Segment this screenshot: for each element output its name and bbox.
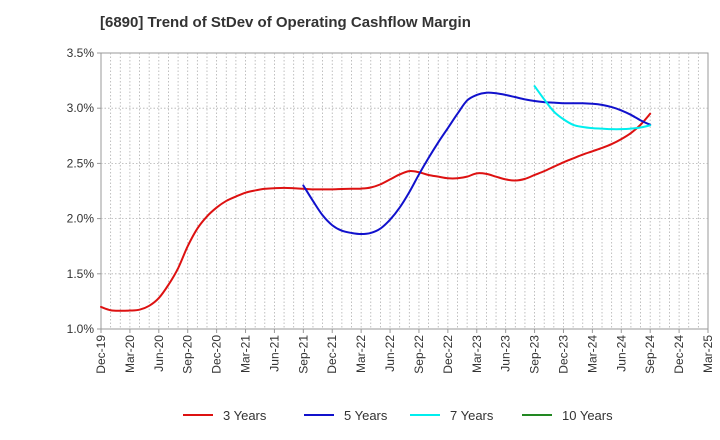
x-tick-label: Sep-24	[643, 335, 657, 374]
x-tick-label: Dec-24	[672, 335, 686, 374]
y-tick-label: 1.0%	[67, 322, 95, 336]
x-tick-label: Mar-25	[701, 335, 715, 373]
y-tick-label: 3.0%	[67, 101, 95, 115]
y-tick-label: 2.5%	[67, 156, 95, 170]
legend-label: 10 Years	[562, 408, 613, 423]
x-tick-label: Mar-22	[354, 335, 368, 373]
chart-title: [6890] Trend of StDev of Operating Cashf…	[100, 14, 471, 31]
x-tick-label: Sep-23	[528, 335, 542, 374]
x-tick-label: Dec-20	[210, 335, 224, 374]
legend-label: 5 Years	[344, 408, 388, 423]
legend-label: 7 Years	[450, 408, 494, 423]
plot-area	[100, 52, 709, 330]
legend-label: 3 Years	[223, 408, 267, 423]
x-tick-label: Jun-23	[499, 335, 513, 372]
y-tick-label: 3.5%	[67, 46, 95, 60]
x-tick-label: Mar-21	[239, 335, 253, 373]
x-axis: Dec-19 Mar-20 Jun-20 Sep-20 Dec-20 Mar-21 Jun-…	[94, 329, 715, 374]
series-line-7-years	[533, 85, 652, 131]
x-tick-label: Jun-21	[267, 335, 281, 372]
x-tick-label: Jun-22	[383, 335, 397, 372]
series-group	[100, 85, 652, 312]
x-tick-label: Mar-23	[470, 335, 484, 373]
x-tick-label: Sep-22	[412, 335, 426, 374]
series-line-3-years	[100, 112, 652, 312]
legend: 3 Years 5 Years 7 Years 10 Years	[183, 408, 613, 423]
x-tick-label: Jun-20	[152, 335, 166, 372]
x-tick-label: Dec-23	[556, 335, 570, 374]
y-axis: 1.0% 1.5% 2.0% 2.5% 3.0% 3.5%	[67, 46, 101, 336]
x-tick-label: Dec-22	[441, 335, 455, 374]
x-tick-label: Jun-24	[614, 335, 628, 372]
x-tick-label: Sep-20	[181, 335, 195, 374]
x-tick-label: Mar-24	[585, 335, 599, 373]
y-tick-label: 1.5%	[67, 267, 95, 281]
y-tick-label: 2.0%	[67, 212, 95, 226]
x-tick-label: Mar-20	[123, 335, 137, 373]
x-tick-label: Sep-21	[296, 335, 310, 374]
series-line-5-years	[302, 91, 652, 236]
x-tick-label: Dec-21	[325, 335, 339, 374]
x-tick-label: Dec-19	[94, 335, 108, 374]
